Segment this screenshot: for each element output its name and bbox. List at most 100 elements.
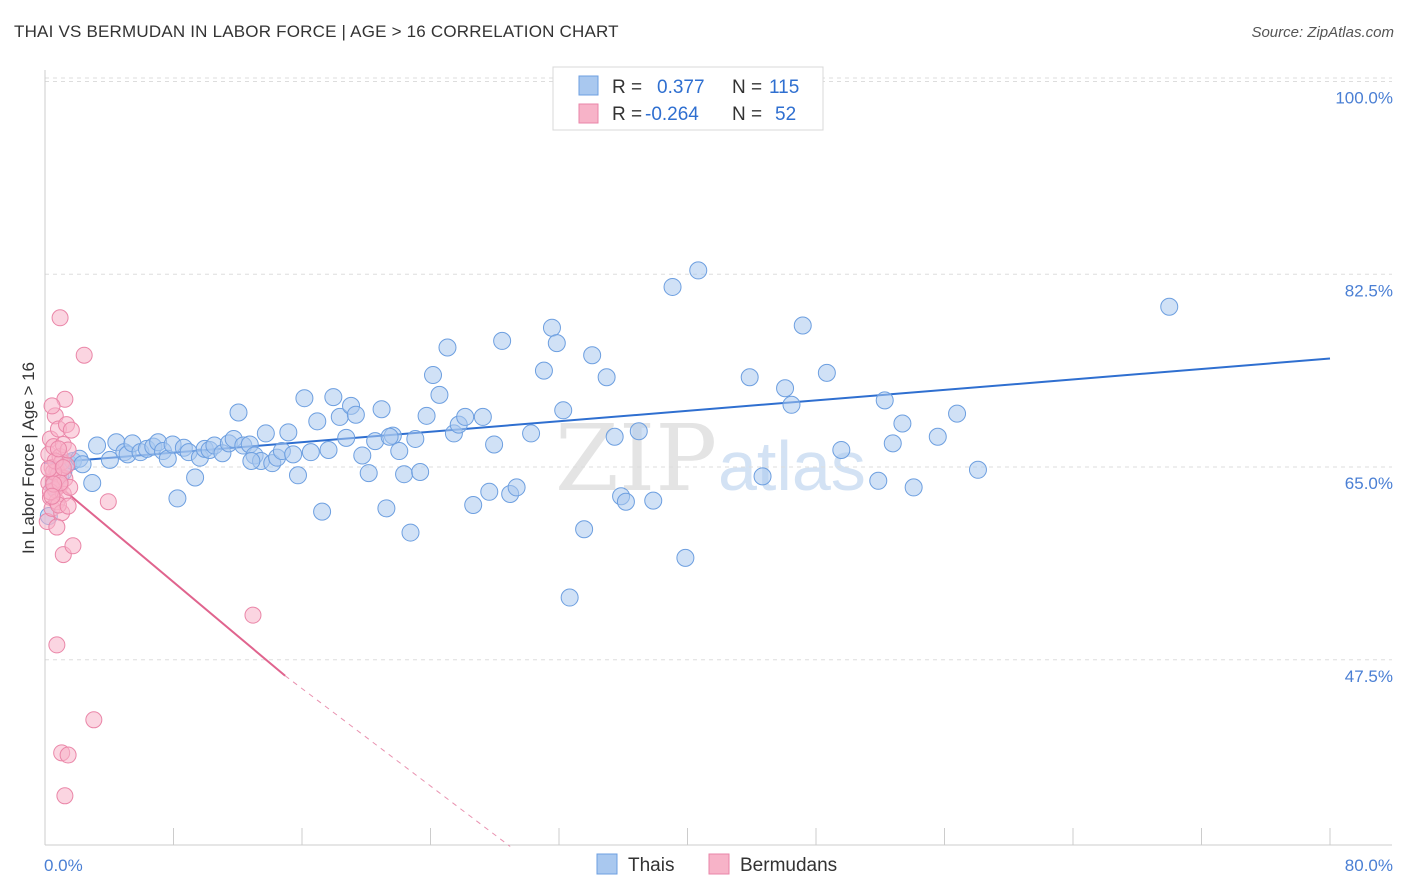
thais-point [424, 366, 443, 385]
thais-point [616, 492, 635, 511]
thais-point [438, 338, 457, 357]
thais-point [597, 368, 616, 387]
thais-point [560, 588, 579, 607]
legend-n-value-bermudans: 52 [775, 104, 796, 125]
thais-point [485, 435, 504, 454]
thais-point [753, 467, 772, 486]
thais-point [401, 523, 420, 542]
legend: R = 0.377 N = 115 R = -0.264 N = 52 [552, 66, 824, 131]
thais-point [832, 440, 851, 459]
thais-point [644, 491, 663, 510]
thais-point [229, 403, 248, 422]
thais-point [288, 466, 307, 485]
bermudans-point [59, 746, 77, 764]
thais-point [337, 428, 356, 447]
bermudans-point [56, 787, 74, 805]
watermark-zip: ZIP [555, 405, 717, 512]
thais-point [324, 388, 343, 407]
bottom-legend-label-thais: Thais [628, 855, 674, 876]
thais-point [676, 548, 695, 567]
thais-point [547, 334, 566, 353]
legend-swatch-bermudans [578, 103, 599, 124]
thais-point [406, 429, 425, 448]
thais-point [817, 363, 836, 382]
bermudans-point [48, 636, 66, 654]
y-tick-label: 100.0% [1335, 89, 1393, 108]
thais-point [493, 331, 512, 350]
bottom-legend-swatch-bermudans [708, 853, 730, 875]
x-tick-label: 0.0% [44, 856, 83, 875]
legend-n-label-bermudans: N = [732, 104, 762, 125]
x-tick-label: 80.0% [1345, 856, 1393, 875]
thais-point [689, 261, 708, 280]
thais-point [776, 379, 795, 398]
label-layer: 47.5% 65.0% 82.5% 100.0% 0.0% 80.0% [44, 89, 1393, 876]
thais-point [928, 427, 947, 446]
thais-point [279, 423, 298, 442]
thais-point [740, 368, 759, 387]
bermudans-point [43, 487, 61, 505]
thais-point [583, 346, 602, 365]
thais-point [100, 450, 119, 469]
thais-point [73, 455, 92, 474]
legend-n-label-thais: N = [732, 77, 762, 98]
thais-point [390, 442, 409, 461]
thais-point [575, 520, 594, 539]
thais-point [83, 474, 102, 492]
thais-point [629, 422, 648, 441]
bermudans-point [54, 459, 72, 477]
thais-point [893, 414, 912, 433]
bermudans-point [49, 440, 67, 458]
bermudans-trend-line [48, 476, 286, 677]
bermudans-point [62, 421, 80, 439]
bermudans-point [244, 606, 262, 624]
thais-point [295, 389, 314, 408]
thais-point [88, 436, 107, 455]
thais-point [256, 424, 275, 443]
points-layer [38, 261, 1179, 805]
thais-point [480, 482, 499, 501]
chart-source: Source: ZipAtlas.com [1251, 24, 1394, 41]
thais-point [319, 440, 338, 459]
thais-point [534, 361, 553, 380]
thais-point [883, 434, 902, 453]
thais-point [242, 451, 261, 470]
thais-point [782, 395, 801, 414]
bermudans-point [99, 493, 117, 511]
legend-r-value-bermudans: -0.264 [645, 104, 699, 125]
bermudans-point [48, 518, 66, 536]
y-axis-label: In Labor Force | Age > 16 [19, 362, 38, 554]
thais-point [1160, 297, 1179, 316]
thais-point [308, 412, 327, 431]
thais-point [875, 391, 894, 410]
thais-point [522, 424, 541, 443]
legend-r-label-bermudans: R = [612, 104, 642, 125]
thais-point [168, 489, 187, 508]
thais-point [359, 464, 378, 483]
y-tick-label: 82.5% [1345, 281, 1393, 300]
bottom-legend-label-bermudans: Bermudans [740, 855, 837, 876]
thais-point [507, 478, 526, 497]
thais-point [186, 468, 205, 487]
thais-point [473, 407, 492, 426]
thais-point [554, 401, 573, 420]
bottom-legend: Thais Bermudans [596, 853, 837, 876]
thais-point [284, 445, 303, 464]
chart-title: THAI VS BERMUDAN IN LABOR FORCE | AGE > … [14, 22, 619, 41]
thais-point [542, 318, 561, 337]
thais-point [968, 460, 987, 479]
y-tick-label: 47.5% [1345, 667, 1393, 686]
legend-r-label-thais: R = [612, 77, 642, 98]
bottom-legend-swatch-thais [596, 853, 618, 875]
watermark-atlas: atlas [718, 427, 866, 505]
grid-layer [45, 77, 1392, 661]
thais-point [605, 427, 624, 446]
thais-point [346, 405, 365, 424]
thais-point [301, 443, 320, 462]
thais-point [793, 316, 812, 335]
y-tick-label: 65.0% [1345, 474, 1393, 493]
thais-point [430, 385, 449, 404]
thais-point [411, 462, 430, 481]
thais-point [377, 499, 396, 518]
